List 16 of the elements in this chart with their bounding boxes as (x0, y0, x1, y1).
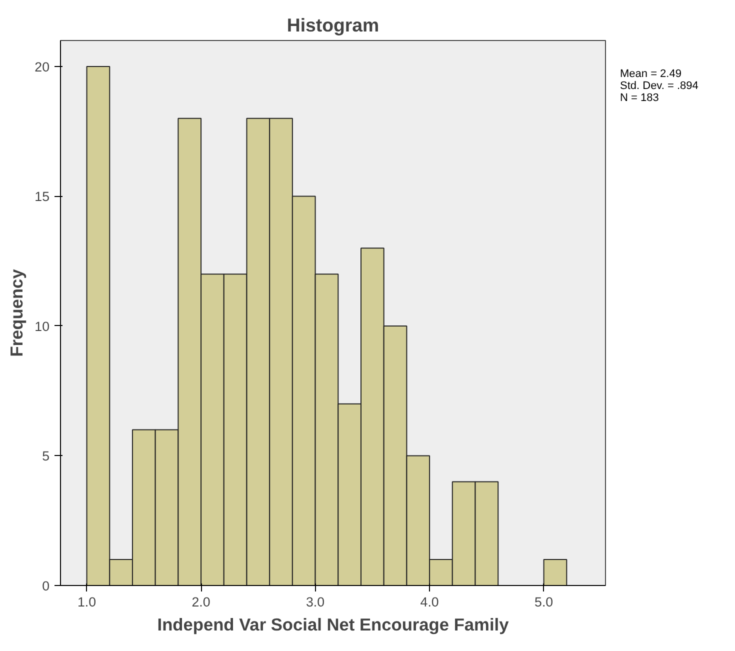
y-tick-label: 20 (34, 59, 50, 74)
x-tick-label: 1.0 (78, 594, 96, 610)
x-tick-label: 2.0 (192, 594, 210, 610)
y-tick-label: 15 (34, 189, 50, 204)
x-tick-label: 3.0 (306, 594, 325, 610)
text: N = 183 (620, 92, 659, 104)
x-axis-title: Independ Var Social Net Encourage Family (157, 614, 510, 634)
y-axis-title: Frequency (6, 268, 27, 357)
y-tick-label: 5 (42, 448, 50, 464)
y-tick-label: 0 (42, 578, 50, 594)
y-tick-label: 10 (34, 318, 50, 334)
text: Std. Dev. = .894 (620, 80, 698, 92)
x-tick-label: 5.0 (534, 594, 554, 610)
x-tick-label: 4.0 (420, 594, 439, 610)
chart-title: Histogram (286, 14, 380, 36)
text: Mean = 2.49 (620, 68, 682, 80)
